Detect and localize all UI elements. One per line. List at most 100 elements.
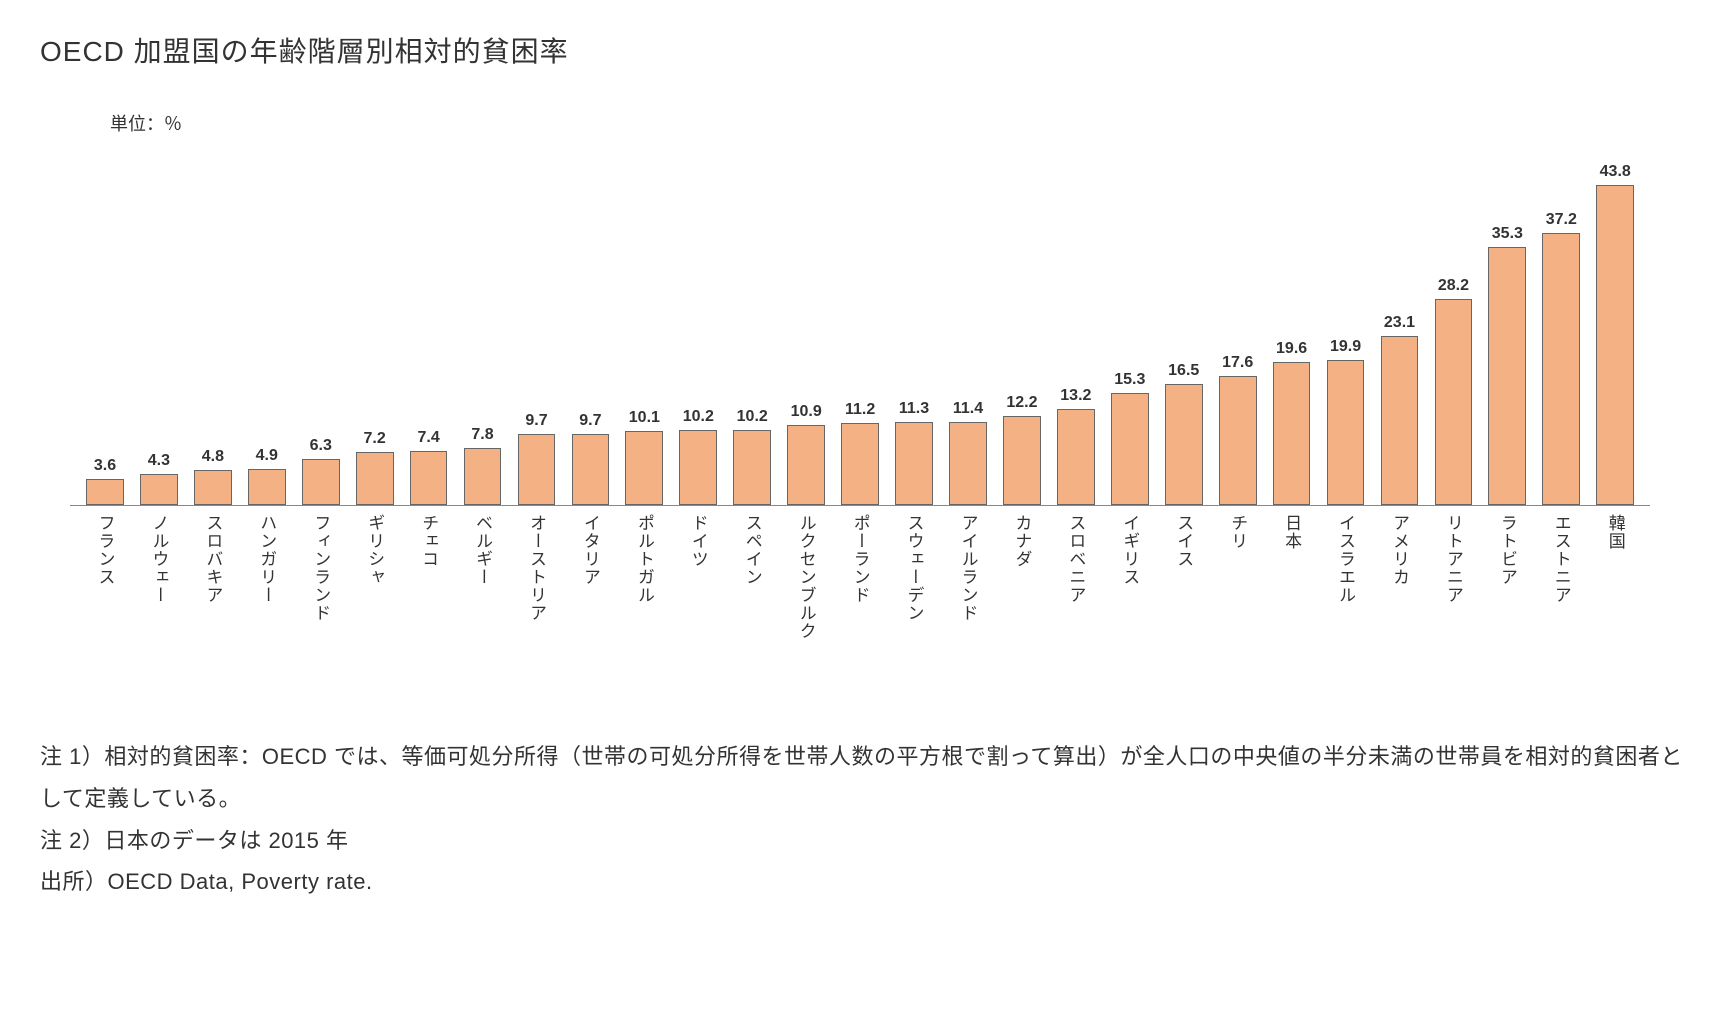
x-axis-label: カナダ (1009, 514, 1034, 640)
bar-slot: 3.6 (78, 146, 132, 505)
bar-slot: 11.2 (833, 146, 887, 505)
bar-slot: 19.9 (1319, 146, 1373, 505)
x-label-slot: スウェーデン (887, 514, 941, 640)
x-label-slot: 日本 (1265, 514, 1319, 640)
bar-slot: 13.2 (1049, 146, 1103, 505)
bar (1327, 360, 1365, 505)
bar (895, 422, 933, 505)
bar-value-label: 9.7 (579, 412, 601, 430)
bar-slot: 10.9 (779, 146, 833, 505)
unit-label: 単位：％ (110, 110, 1686, 136)
x-axis-label: ノルウェー (146, 514, 171, 640)
bar-slot: 19.6 (1265, 146, 1319, 505)
x-label-slot: フィンランド (294, 514, 348, 640)
bar-value-label: 28.2 (1438, 277, 1469, 295)
bar-slot: 35.3 (1480, 146, 1534, 505)
bar-value-label: 17.6 (1222, 354, 1253, 372)
bar-value-label: 16.5 (1168, 362, 1199, 380)
x-label-slot: イスラエル (1319, 514, 1373, 640)
bar-slot: 43.8 (1588, 146, 1642, 505)
bar-slot: 4.8 (186, 146, 240, 505)
bar-value-label: 11.3 (899, 400, 929, 418)
bar (841, 423, 879, 505)
bar-value-label: 11.4 (953, 400, 983, 418)
bar (1111, 393, 1149, 505)
bar-value-label: 23.1 (1384, 314, 1415, 332)
bar-slot: 12.2 (995, 146, 1049, 505)
x-label-slot: スイス (1157, 514, 1211, 640)
x-axis-label: ポルトガル (632, 514, 657, 640)
bar-value-label: 4.3 (148, 452, 170, 470)
bar (1596, 185, 1634, 505)
bar-value-label: 7.2 (364, 430, 386, 448)
bar-slot: 37.2 (1534, 146, 1588, 505)
bar (1219, 376, 1257, 505)
bar-slot: 17.6 (1211, 146, 1265, 505)
x-axis-label: リトアニア (1441, 514, 1466, 640)
x-axis-label: スペイン (740, 514, 765, 640)
x-label-slot: イタリア (563, 514, 617, 640)
x-axis-label: オーストリア (524, 514, 549, 640)
bar (1003, 416, 1041, 505)
chart-notes: 注 1）相対的貧困率：OECD では、等価可処分所得（世帯の可処分所得を世帯人数… (40, 736, 1686, 903)
bar (464, 448, 502, 505)
bar-slot: 7.8 (456, 146, 510, 505)
x-axis-label: アイルランド (955, 514, 980, 640)
x-axis-label: スイス (1171, 514, 1196, 640)
x-label-slot: ベルギー (456, 514, 510, 640)
bar-slot: 16.5 (1157, 146, 1211, 505)
note-line: 出所）OECD Data, Poverty rate. (40, 861, 1686, 903)
x-label-slot: チリ (1211, 514, 1265, 640)
x-label-slot: ポーランド (833, 514, 887, 640)
x-axis-label: ドイツ (686, 514, 711, 640)
x-axis-label: フランス (92, 514, 117, 640)
bar-value-label: 3.6 (94, 457, 116, 475)
bar-slot: 11.4 (941, 146, 995, 505)
x-axis-label: イギリス (1117, 514, 1142, 640)
bar-value-label: 9.7 (525, 412, 547, 430)
x-axis-label: ルクセンブルク (794, 514, 819, 640)
bar (302, 459, 340, 505)
x-label-slot: ラトビア (1480, 514, 1534, 640)
bar-value-label: 11.2 (845, 401, 875, 419)
x-axis-label: アメリカ (1387, 514, 1412, 640)
x-label-slot: ギリシャ (348, 514, 402, 640)
x-axis-label: 韓国 (1603, 514, 1628, 640)
bar (1435, 299, 1473, 505)
x-axis-label: 日本 (1279, 514, 1304, 640)
bar-slot: 7.2 (348, 146, 402, 505)
x-label-slot: オーストリア (510, 514, 564, 640)
bar-slot: 9.7 (510, 146, 564, 505)
bar-slot: 6.3 (294, 146, 348, 505)
bar-slot: 28.2 (1426, 146, 1480, 505)
x-label-slot: アイルランド (941, 514, 995, 640)
x-axis-label: イタリア (578, 514, 603, 640)
bar-value-label: 43.8 (1600, 163, 1631, 181)
x-axis-label: フィンランド (308, 514, 333, 640)
bar-value-label: 10.9 (791, 403, 822, 421)
x-label-slot: アメリカ (1373, 514, 1427, 640)
note-line: 注 1）相対的貧困率：OECD では、等価可処分所得（世帯の可処分所得を世帯人数… (40, 736, 1686, 820)
bar (1542, 233, 1580, 505)
x-axis-label: チェコ (416, 514, 441, 640)
bar (86, 479, 124, 505)
bar (625, 431, 663, 505)
x-axis-label: イスラエル (1333, 514, 1358, 640)
bar-slot: 11.3 (887, 146, 941, 505)
chart-plot-area: 3.64.34.84.96.37.27.47.89.79.710.110.210… (70, 146, 1650, 506)
bar-slot: 10.1 (617, 146, 671, 505)
x-label-slot: カナダ (995, 514, 1049, 640)
bar (572, 434, 610, 505)
bar-value-label: 13.2 (1060, 387, 1091, 405)
chart-x-axis-labels: フランスノルウェースロバキアハンガリーフィンランドギリシャチェコベルギーオースト… (70, 514, 1650, 640)
bar (518, 434, 556, 505)
x-axis-label: スロベニア (1063, 514, 1088, 640)
bar (1273, 362, 1311, 505)
x-label-slot: ノルウェー (132, 514, 186, 640)
x-label-slot: スロベニア (1049, 514, 1103, 640)
bar-value-label: 15.3 (1114, 371, 1145, 389)
bar-value-label: 6.3 (310, 437, 332, 455)
bar-value-label: 12.2 (1006, 394, 1037, 412)
x-label-slot: スロバキア (186, 514, 240, 640)
x-axis-label: ベルギー (470, 514, 495, 640)
